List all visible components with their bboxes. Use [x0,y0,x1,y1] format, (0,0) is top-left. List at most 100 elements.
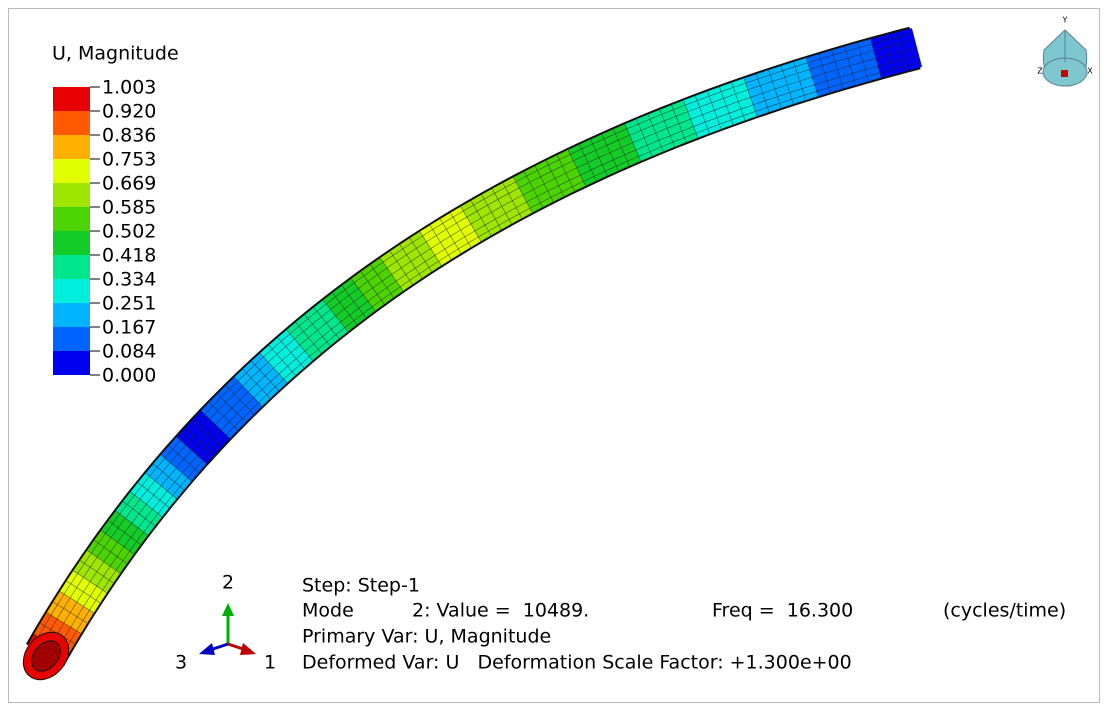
legend-label: 0.753 [102,149,156,171]
triad: 2 1 3 [175,572,276,674]
view-z-label: Z [1037,67,1043,76]
legend-swatch [53,159,90,183]
mesh-ring [707,91,722,130]
mesh-ring [370,264,394,298]
mesh-ring [200,410,231,439]
legend-label: 0.084 [102,341,156,363]
mesh-ring [647,114,664,152]
triad-label-3: 3 [175,652,187,674]
triad-label-1: 1 [264,652,276,674]
mesh-ring [491,188,512,224]
mesh-ring [101,530,134,555]
mesh-ring [234,377,263,407]
mesh-ring [683,100,699,138]
mesh-ring [844,46,856,86]
mesh-ring [59,591,94,614]
mesh-ring [341,285,367,318]
mesh-ring [304,314,331,346]
mesh-ring [883,35,895,75]
legend-swatch [53,231,90,255]
mesh-ring [399,244,423,279]
mesh-ring [217,393,247,423]
legend-swatch [53,183,90,207]
mesh-ring [176,436,207,464]
mesh-ring [579,144,597,181]
mesh-ring [831,50,844,89]
mesh-ring [896,32,908,71]
legend-label: 0.920 [102,101,156,123]
mesh-ring [805,57,819,97]
legend: 1.0030.9200.8360.7530.6690.5850.5020.418… [53,77,156,387]
mesh-ring [470,200,492,236]
mesh-ring [731,82,746,121]
mesh-ring [857,42,869,82]
mesh-ring [225,385,255,415]
mesh-ring [242,369,271,399]
legend-swatch [53,207,90,231]
mesh-ring [108,520,141,545]
mesh-ring [513,177,533,213]
freq: Freq = 16.300 [712,600,853,622]
step-line: Step: Step-1 [302,575,420,597]
view-x-label: X [1087,67,1093,76]
mesh-ring [534,165,554,202]
mesh-ring [259,353,288,384]
mesh-ring [429,225,452,260]
view-y-label: Y [1062,16,1068,25]
mesh-ring [695,95,710,134]
mesh-ring [719,86,734,125]
legend-swatch [53,303,90,327]
triad-label-2: 2 [222,572,234,594]
mesh-ring [184,427,215,456]
legend-title: U, Magnitude [52,43,179,65]
view-icon: Y Z X [1037,16,1093,87]
mesh-ring [53,601,88,624]
mesh-ring [624,124,641,162]
deformed-var: Deformed Var: U Deformation Scale Factor… [302,652,852,674]
mesh-ring [524,171,543,208]
legend-swatch [53,279,90,303]
mesh-ring [94,540,128,564]
mesh-ring [389,251,413,285]
mesh-ring [122,501,155,527]
legend-swatch [53,351,90,375]
mesh-ring [295,322,322,354]
legend-swatch [53,135,90,159]
mesh-ring [818,54,831,93]
legend-label: 0.502 [102,221,156,243]
mesh-ring [208,402,239,431]
mesh-ring [768,69,782,109]
mesh-ring [567,149,586,187]
mesh-ring [601,134,619,171]
mesh-ring [73,570,107,594]
legend-label: 0.585 [102,197,156,219]
legend-label: 0.167 [102,317,156,339]
mesh-ring [659,109,675,147]
legend-swatch [53,327,90,351]
mesh-ring [379,257,404,292]
legend-swatch [53,255,90,279]
legend-label: 0.251 [102,293,156,315]
legend-label: 1.003 [102,77,156,99]
mesh-ring [590,139,608,176]
mesh-ring [450,212,472,248]
tube-bore [31,640,61,672]
info-block: Step: Step-1 Mode 2: Value = 10489. Freq… [302,575,1066,674]
mesh-ring [137,482,170,508]
mesh-ring [313,307,340,339]
mesh-ring [268,345,296,376]
mesh-ring [322,299,349,332]
mesh-ring [168,445,200,473]
mesh-ring [870,39,882,78]
mesh-ring [115,510,148,536]
mesh-ring [277,337,305,368]
mesh-ring [545,160,565,197]
mesh-ring [192,419,223,448]
viewport-frame [8,8,1100,703]
mode-label: Mode [302,600,354,622]
mesh-ring [671,104,687,143]
mesh-ring [481,194,502,230]
mesh-ring [780,65,794,105]
freq-units: (cycles/time) [943,600,1066,622]
mesh-ring [409,237,432,272]
